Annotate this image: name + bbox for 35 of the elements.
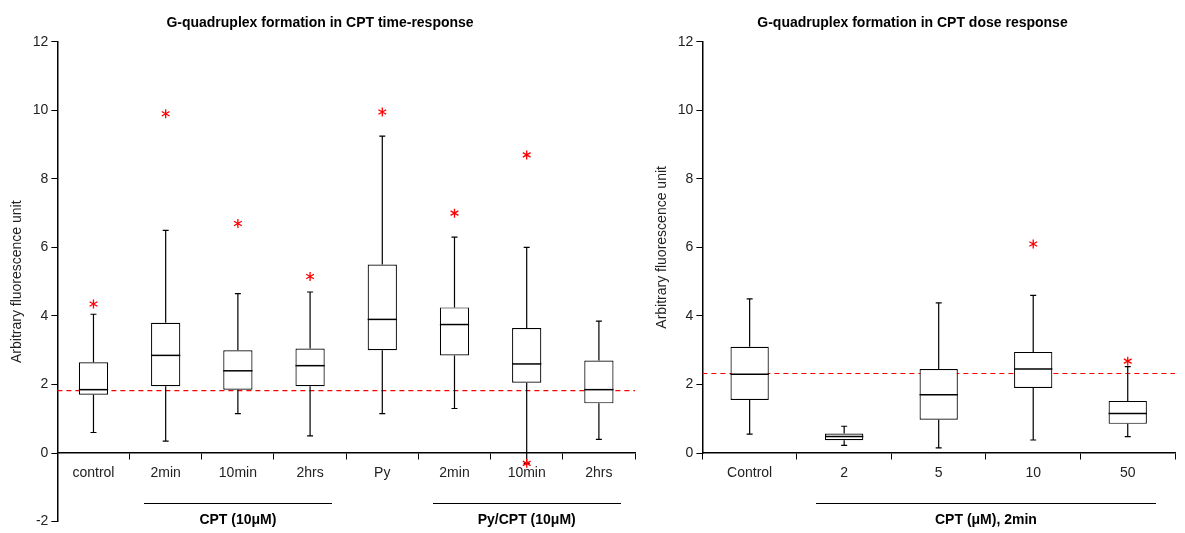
x-tick-label: Control [727,464,773,481]
y-tick-label: 2 [40,375,49,392]
x-tick-label: 2hrs [296,464,324,481]
y-axis-title: Arbitrary fluorescence unit [653,165,670,329]
x-tick-label: 10min [218,464,257,481]
y-tick-label: 8 [685,169,694,186]
y-tick-label: 4 [685,306,694,323]
y-tick-label: 6 [685,238,694,255]
y-tick-label: 8 [40,169,49,186]
y-tick-label: 6 [40,238,49,255]
x-tick-label: 2hrs [585,464,613,481]
y-tick-label: 12 [677,32,694,49]
x-tick-label: control [72,464,115,481]
x-tick-label: Py [374,464,391,481]
y-tick-label: 0 [685,443,694,460]
y-tick-label: 10 [32,101,49,118]
y-tick-label: 4 [40,306,49,323]
annotation: Py/CPT (10μM) [477,510,576,527]
text: CPT (μM), 2min [935,510,1037,527]
x-tick-label: 5 [934,464,943,481]
x-tick-label: 10 [1025,464,1042,481]
x-tick-label: 50 [1119,464,1136,481]
annotation: CPT (10μM) [199,510,277,527]
y-tick-label: 12 [32,32,49,49]
chart-title: G-quadruplex formation in CPT time-response [166,14,474,31]
x-tick-label: 10min [507,464,546,481]
y-tick-label: 0 [40,443,49,460]
x-tick-label: 2 [840,464,849,481]
y-tick-label: -2 [35,512,49,529]
chart-title: G-quadruplex formation in CPT dose response [757,14,1068,31]
y-tick-label: 2 [685,375,694,392]
y-axis-title: Arbitrary fluorescence unit [8,200,25,364]
x-tick-label: 2min [150,464,181,481]
y-tick-label: 10 [677,101,694,118]
x-tick-label: 2min [439,464,470,481]
